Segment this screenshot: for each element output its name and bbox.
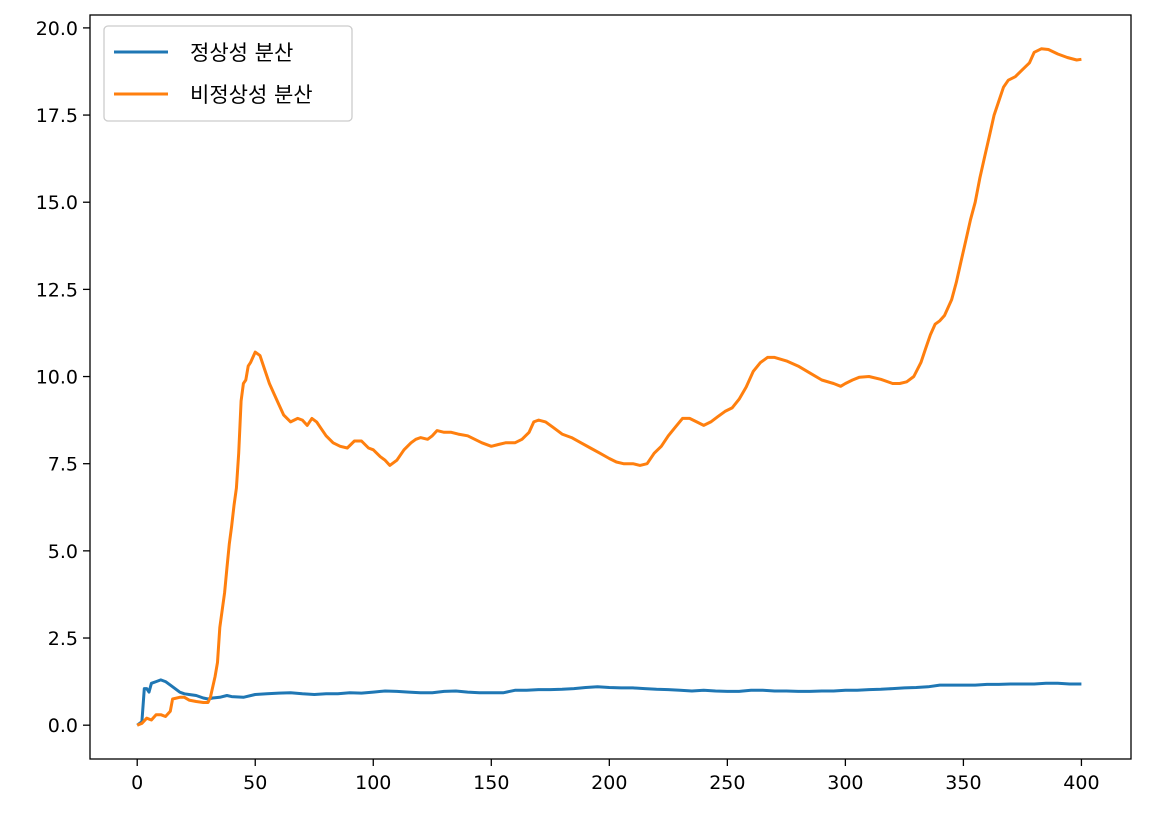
x-tick-label: 300: [827, 772, 863, 794]
x-tick-label: 350: [945, 772, 981, 794]
legend-label: 정상성 분산: [190, 41, 293, 65]
x-tick-label: 400: [1063, 772, 1099, 794]
y-tick-label: 10.0: [36, 367, 78, 389]
legend-box: [103, 25, 353, 122]
series-line-1: [136, 47, 1082, 727]
x-tick-label: 100: [355, 772, 391, 794]
y-tick-label: 2.5: [48, 628, 78, 650]
x-axis: 0 50 100 150 200 250 300 350 400: [131, 759, 1100, 794]
y-tick-label: 0.0: [48, 715, 78, 737]
series-layer: [136, 47, 1082, 727]
x-tick-label: 0: [131, 772, 143, 794]
y-tick-label: 5.0: [48, 541, 78, 563]
x-tick-label: 50: [243, 772, 267, 794]
y-tick-label: 7.5: [48, 454, 78, 476]
x-tick-label: 200: [591, 772, 627, 794]
legend-label: 비정상성 분산: [190, 83, 313, 107]
y-tick-label: 12.5: [36, 279, 78, 301]
x-tick-label: 150: [473, 772, 509, 794]
series-line-0: [136, 678, 1082, 727]
plot-frame: [89, 14, 1132, 760]
x-tick-label: 250: [709, 772, 745, 794]
legend-entry: 정상성 분산: [114, 41, 293, 65]
y-tick-label: 17.5: [36, 105, 78, 127]
y-tick-label: 20.0: [36, 18, 78, 40]
y-tick-label: 15.0: [36, 192, 78, 214]
y-axis: 0.0 2.5 5.0 7.5 10.0 12.5 15.0 17.5 20.0: [36, 18, 90, 737]
legend: 정상성 분산 비정상성 분산: [103, 25, 353, 122]
legend-entry: 비정상성 분산: [114, 83, 313, 107]
